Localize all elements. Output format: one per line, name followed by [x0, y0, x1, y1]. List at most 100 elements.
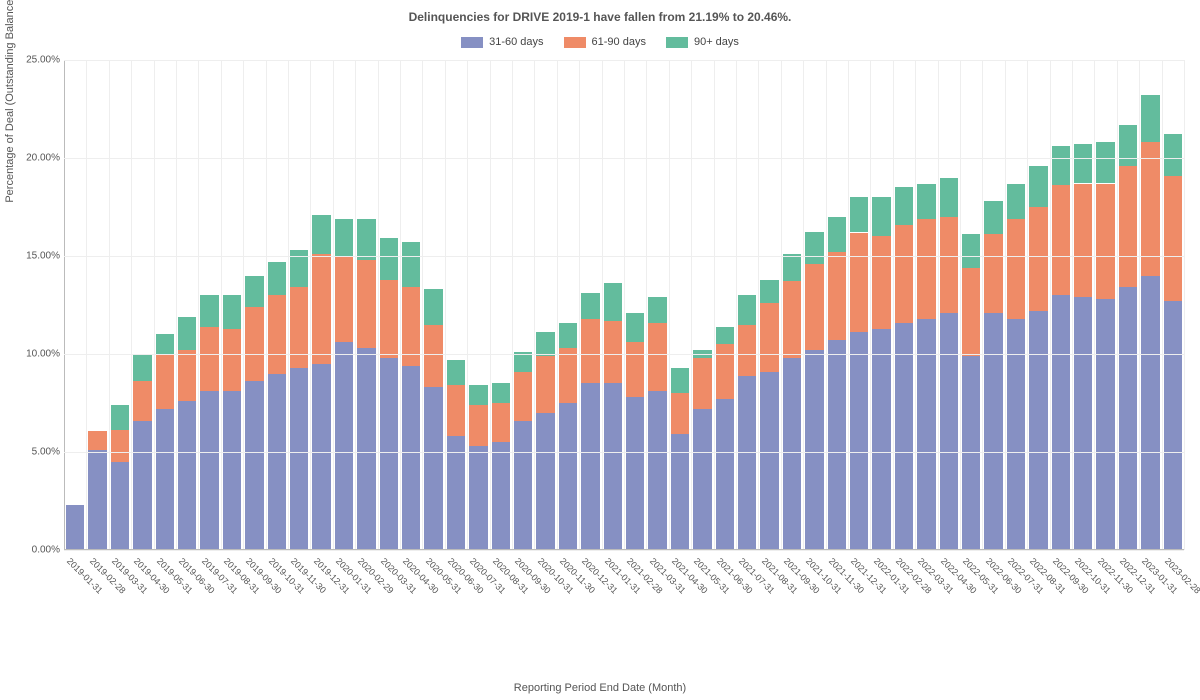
bar-segment-d90p — [335, 219, 353, 256]
bar-segment-d31_60 — [335, 342, 353, 550]
gridline — [64, 256, 1184, 257]
bar-segment-d90p — [1007, 184, 1025, 219]
x-axis-label: Reporting Period End Date (Month) — [0, 682, 1200, 694]
chart-title: Delinquencies for DRIVE 2019-1 have fall… — [0, 0, 1200, 24]
bar-segment-d61_90 — [1074, 184, 1092, 298]
bar-segment-d31_60 — [895, 323, 913, 550]
bar-segment-d61_90 — [536, 356, 554, 413]
bar-segment-d61_90 — [111, 430, 129, 461]
bar-segment-d61_90 — [828, 252, 846, 340]
bar-segment-d90p — [357, 219, 375, 260]
bar-segment-d31_60 — [559, 403, 577, 550]
bar-segment-d90p — [447, 360, 465, 385]
bar-segment-d31_60 — [1074, 297, 1092, 550]
bar-segment-d31_60 — [424, 387, 442, 550]
bar-segment-d31_60 — [447, 436, 465, 550]
bar-segment-d61_90 — [1119, 166, 1137, 288]
bar-segment-d31_60 — [223, 391, 241, 550]
bar-segment-d61_90 — [581, 319, 599, 384]
bar-segment-d61_90 — [133, 381, 151, 420]
bar-segment-d61_90 — [380, 280, 398, 358]
bar-segment-d61_90 — [200, 327, 218, 392]
bar-segment-d61_90 — [760, 303, 778, 372]
y-tick-label: 20.00% — [26, 153, 60, 164]
bar-segment-d61_90 — [648, 323, 666, 392]
bar-segment-d31_60 — [492, 442, 510, 550]
bar-segment-d61_90 — [559, 348, 577, 403]
bar-segment-d90p — [268, 262, 286, 295]
bar-segment-d31_60 — [1029, 311, 1047, 550]
bar-segment-d61_90 — [984, 234, 1002, 312]
bar-segment-d31_60 — [716, 399, 734, 550]
bar-segment-d61_90 — [895, 225, 913, 323]
bar-segment-d61_90 — [1164, 176, 1182, 301]
bar-segment-d61_90 — [178, 350, 196, 401]
bar-segment-d61_90 — [850, 233, 868, 333]
legend-label: 61-90 days — [592, 36, 646, 48]
bar-segment-d31_60 — [88, 450, 106, 550]
bar-segment-d61_90 — [1052, 185, 1070, 295]
plot-area — [64, 60, 1184, 550]
bar-segment-d90p — [895, 187, 913, 224]
bar-segment-d90p — [783, 254, 801, 281]
legend-item-d61_90: 61-90 days — [564, 36, 646, 48]
bar-segment-d90p — [850, 197, 868, 232]
bar-segment-d31_60 — [268, 374, 286, 550]
bar-segment-d90p — [738, 295, 756, 324]
bar-segment-d90p — [380, 238, 398, 279]
y-tick-label: 5.00% — [32, 447, 60, 458]
gridline — [64, 452, 1184, 453]
bar-segment-d61_90 — [805, 264, 823, 350]
bar-segment-d31_60 — [693, 409, 711, 550]
bar-segment-d90p — [1119, 125, 1137, 166]
legend-label: 90+ days — [694, 36, 739, 48]
bar-segment-d90p — [469, 385, 487, 405]
legend-swatch — [461, 37, 483, 48]
bar-segment-d31_60 — [828, 340, 846, 550]
chart-legend: 31-60 days 61-90 days 90+ days — [0, 24, 1200, 59]
bar-segment-d61_90 — [469, 405, 487, 446]
gridline — [64, 60, 1184, 61]
bar-segment-d31_60 — [648, 391, 666, 550]
bar-segment-d90p — [671, 368, 689, 393]
bar-segment-d31_60 — [1052, 295, 1070, 550]
bar-segment-d61_90 — [738, 325, 756, 376]
bar-segment-d31_60 — [312, 364, 330, 550]
bar-segment-d90p — [940, 178, 958, 217]
bar-segment-d90p — [536, 332, 554, 356]
bar-segment-d90p — [178, 317, 196, 350]
bar-segment-d61_90 — [492, 403, 510, 442]
bar-segment-d61_90 — [1007, 219, 1025, 319]
bar-segment-d90p — [1096, 142, 1114, 183]
y-tick-label: 25.00% — [26, 55, 60, 66]
bar-segment-d61_90 — [312, 254, 330, 364]
bar-segment-d31_60 — [111, 462, 129, 550]
bar-segment-d61_90 — [693, 358, 711, 409]
bar-container — [64, 60, 1184, 550]
bar-segment-d90p — [492, 383, 510, 403]
bar-segment-d90p — [111, 405, 129, 430]
bar-segment-d31_60 — [66, 505, 84, 550]
bar-segment-d90p — [984, 201, 1002, 234]
legend-item-d31_60: 31-60 days — [461, 36, 543, 48]
bar-segment-d61_90 — [716, 344, 734, 399]
y-axis-label: Percentage of Deal (Outstanding Balance) — [4, 0, 16, 203]
bar-segment-d90p — [604, 283, 622, 320]
bar-segment-d61_90 — [290, 287, 308, 367]
bar-segment-d61_90 — [447, 385, 465, 436]
bar-segment-d61_90 — [1029, 207, 1047, 311]
bar-segment-d90p — [245, 276, 263, 307]
bar-segment-d61_90 — [424, 325, 442, 388]
bar-segment-d90p — [760, 280, 778, 304]
bar-segment-d90p — [805, 232, 823, 263]
bar-segment-d90p — [133, 354, 151, 381]
bar-segment-d61_90 — [917, 219, 935, 319]
bar-segment-d31_60 — [469, 446, 487, 550]
bar-segment-d31_60 — [178, 401, 196, 550]
delinquency-chart: Delinquencies for DRIVE 2019-1 have fall… — [0, 0, 1200, 700]
bar-segment-d90p — [424, 289, 442, 324]
bar-segment-d31_60 — [514, 421, 532, 550]
legend-item-d90p: 90+ days — [666, 36, 739, 48]
bar-segment-d61_90 — [962, 268, 980, 356]
vgridline — [1184, 60, 1185, 550]
